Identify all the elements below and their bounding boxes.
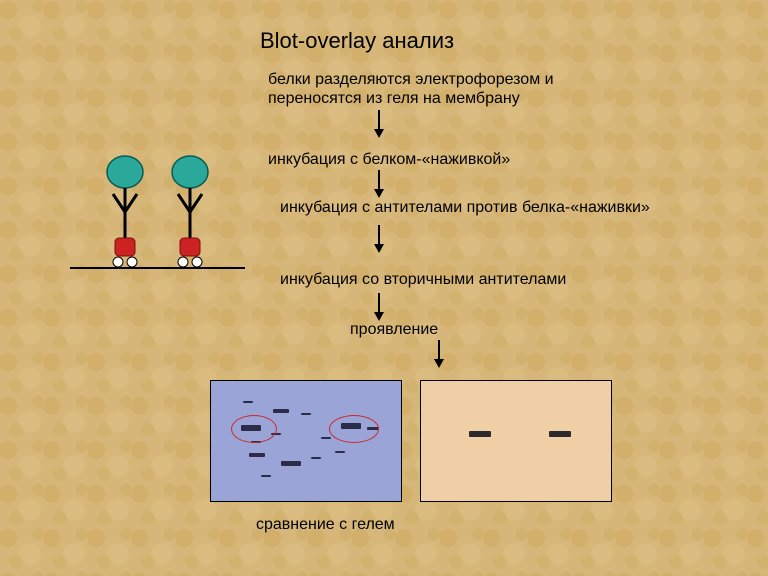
gel-band: [321, 437, 331, 439]
gel-highlight-circle: [329, 415, 379, 443]
gel-highlight-circle: [231, 415, 277, 443]
down-arrow-4: [372, 293, 386, 321]
blot-band: [549, 431, 571, 437]
gel-band: [281, 461, 301, 466]
step-text-3: инкубация с антителами против белка-«наж…: [280, 198, 650, 217]
gel-band: [261, 475, 271, 477]
step-text-1: белки разделяются электрофорезом и перен…: [268, 70, 618, 108]
step-text-5: проявление: [350, 320, 438, 339]
down-arrow-5: [432, 340, 446, 368]
down-arrow-2: [372, 170, 386, 198]
gel-band: [301, 413, 311, 415]
gel-band: [249, 453, 265, 457]
page-title: Blot-overlay анализ: [260, 28, 454, 54]
comparison-caption: сравнение с гелем: [256, 516, 395, 534]
down-arrow-3: [372, 225, 386, 253]
blot-membrane-panel: [420, 380, 612, 502]
gel-band: [243, 401, 253, 403]
step-text-4: инкубация со вторичными антителами: [280, 270, 566, 289]
down-arrow-1: [372, 110, 386, 138]
gel-band: [335, 451, 345, 453]
gel-band: [273, 409, 289, 413]
gel-band: [311, 457, 321, 459]
antibody-bait-diagram: [70, 150, 245, 290]
step-text-2: инкубация с белком-«наживкой»: [268, 150, 510, 169]
blot-band: [469, 431, 491, 437]
gel-panel: [210, 380, 402, 502]
